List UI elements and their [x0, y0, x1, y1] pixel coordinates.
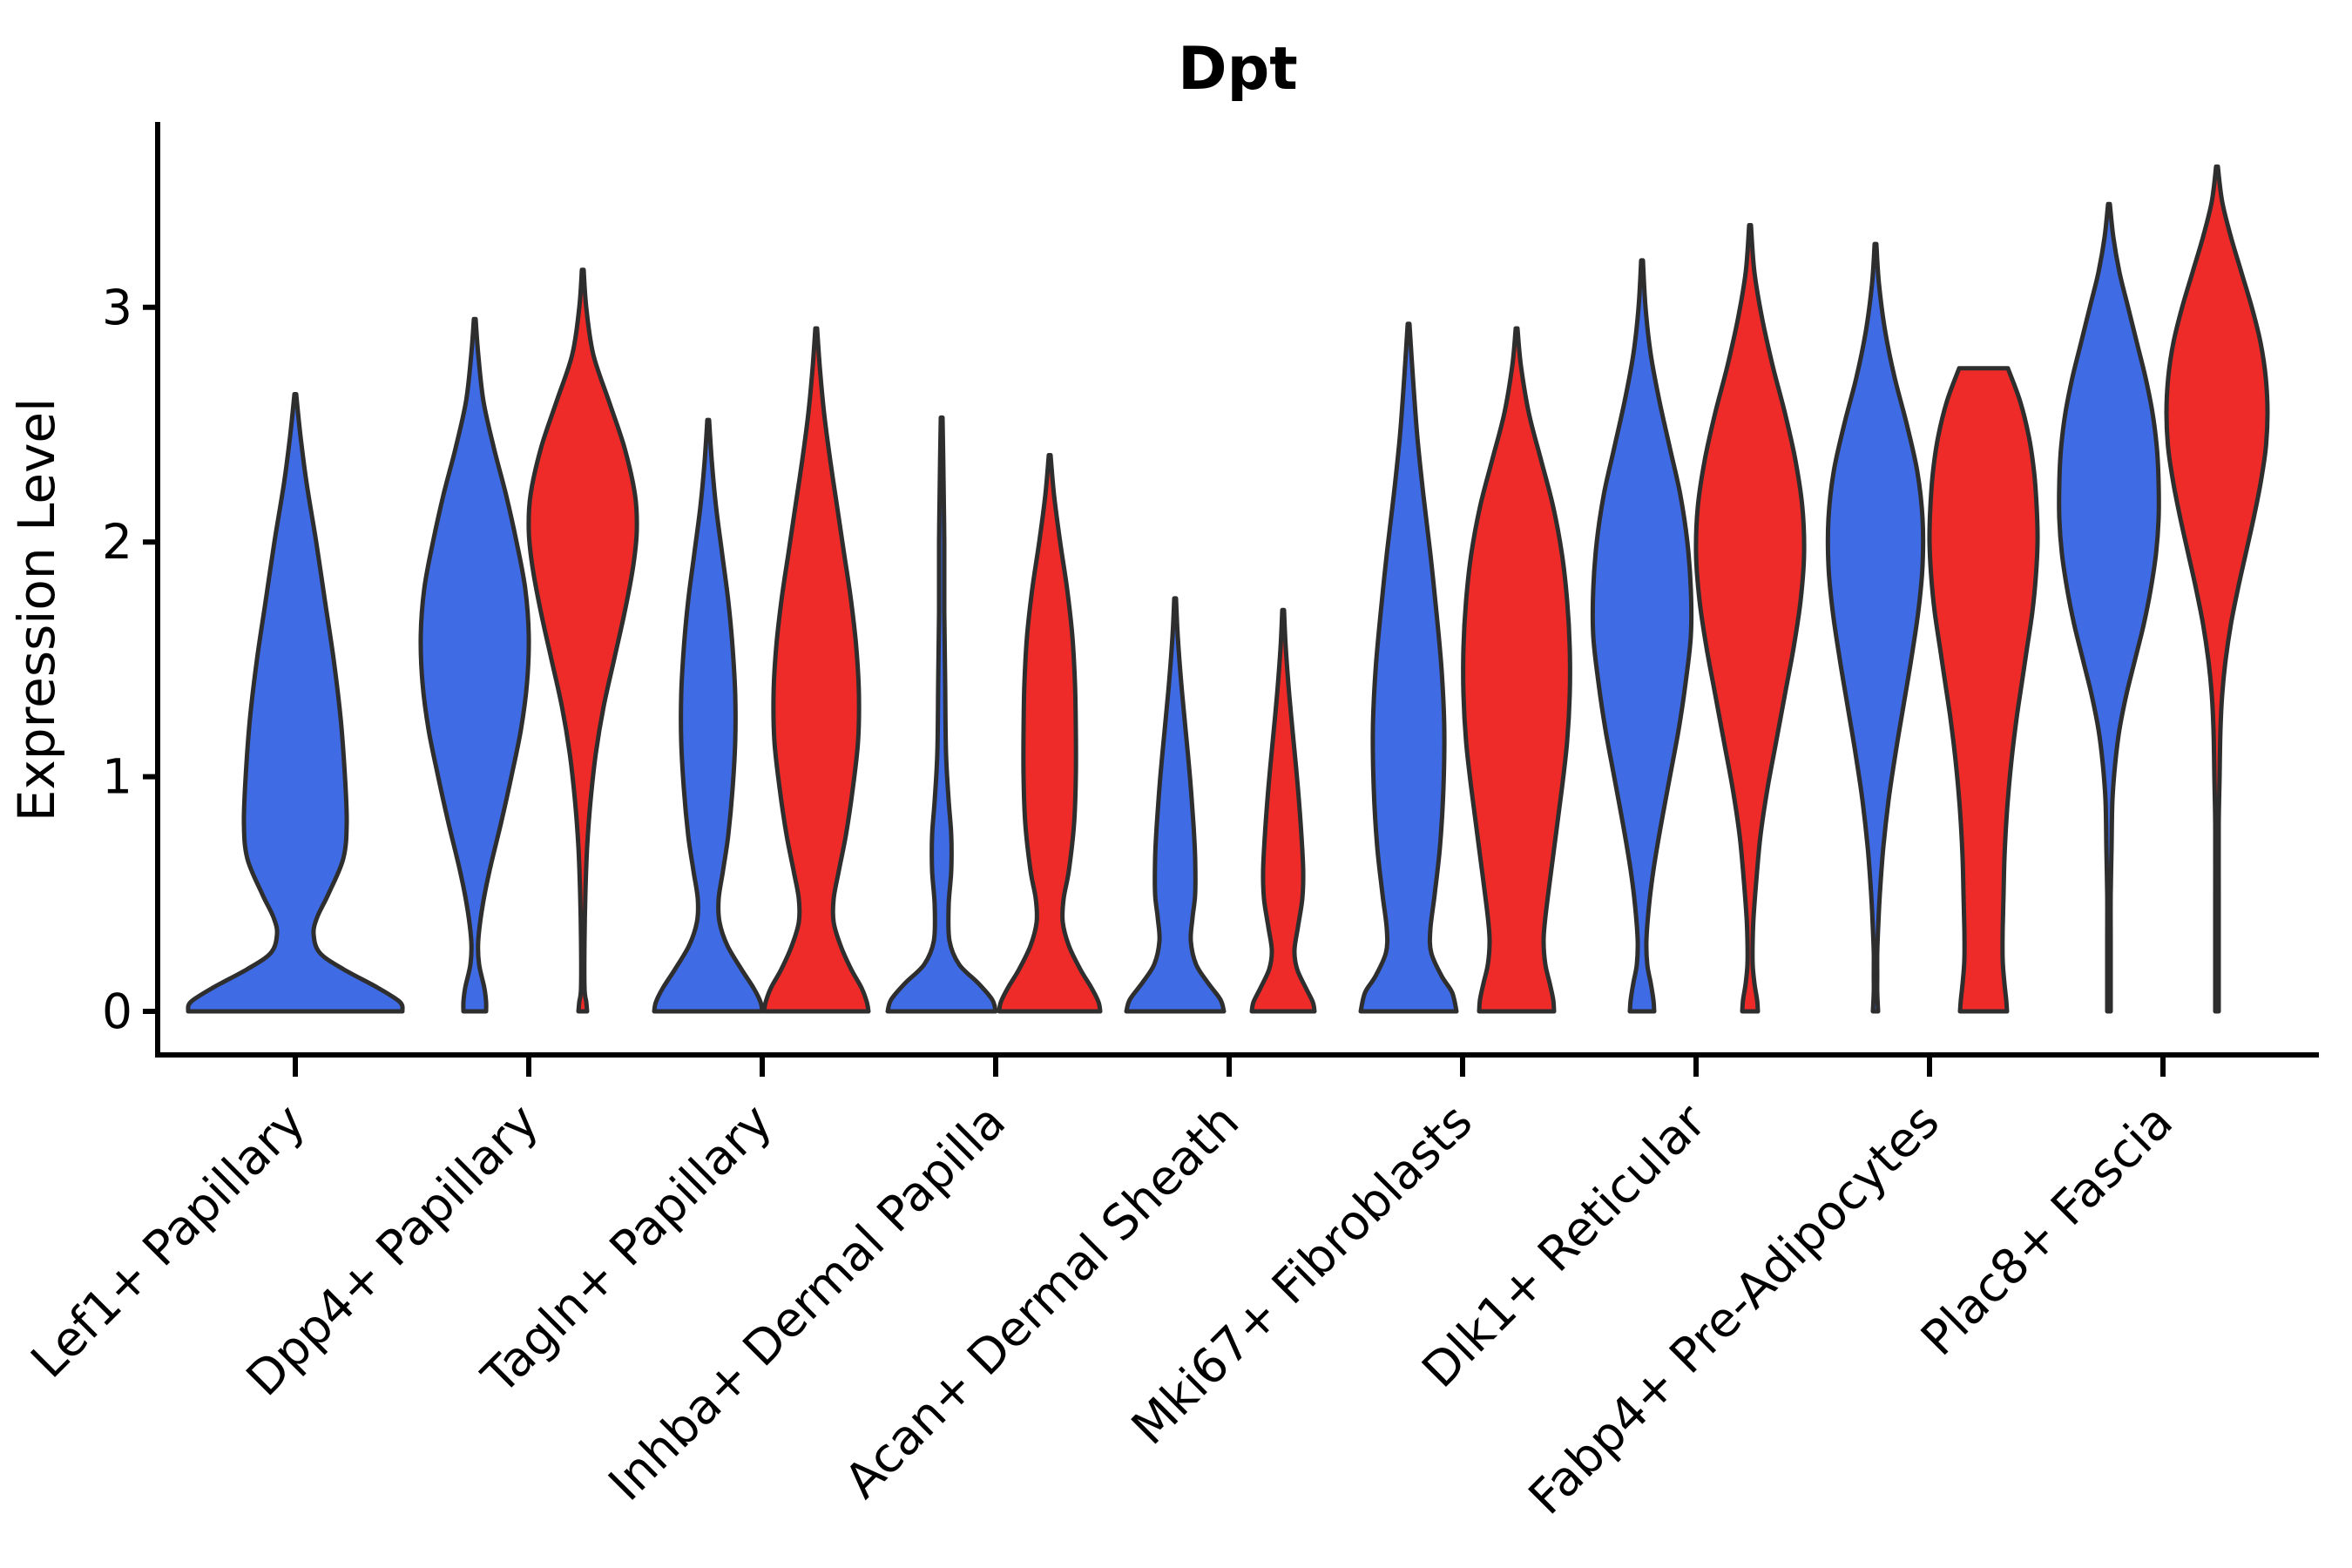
y-tick-label: 0	[102, 983, 132, 1039]
violin-red	[997, 453, 1103, 1014]
y-tick-label: 1	[102, 749, 132, 805]
violin-red	[1461, 326, 1572, 1014]
violin-blue	[885, 415, 998, 1014]
violin-blue	[2057, 201, 2161, 1014]
violin-blue	[1124, 596, 1227, 1014]
y-tick-label: 2	[102, 514, 132, 570]
violin-red	[2164, 164, 2270, 1014]
violin-blue	[186, 392, 405, 1014]
x-tick-label: Fabp4+ Pre-Adipocytes	[1517, 1093, 1950, 1525]
y-tick-label: 3	[102, 280, 132, 335]
violin-red	[1249, 607, 1317, 1014]
violin-red	[761, 326, 871, 1014]
violin-blue	[1358, 321, 1459, 1014]
violin-blue	[652, 417, 765, 1014]
y-axis-label: Expression Level	[7, 398, 66, 821]
violins-layer	[186, 164, 2270, 1014]
x-tick-label: Inhba+ Dermal Papilla	[598, 1093, 1016, 1511]
axes-layer	[155, 122, 2319, 1058]
chart-title: Dpt	[1178, 35, 1298, 104]
violin-red	[1693, 223, 1807, 1014]
violin-blue	[1825, 241, 1926, 1014]
x-tick-label: Plac8+ Fascia	[1910, 1093, 2183, 1366]
violin-blue	[418, 316, 531, 1014]
violin-blue	[1590, 258, 1694, 1014]
x-tick-label: Acan+ Dermal Sheath	[834, 1093, 1249, 1509]
violin-red	[1927, 366, 2040, 1014]
violin-red	[526, 267, 639, 1014]
